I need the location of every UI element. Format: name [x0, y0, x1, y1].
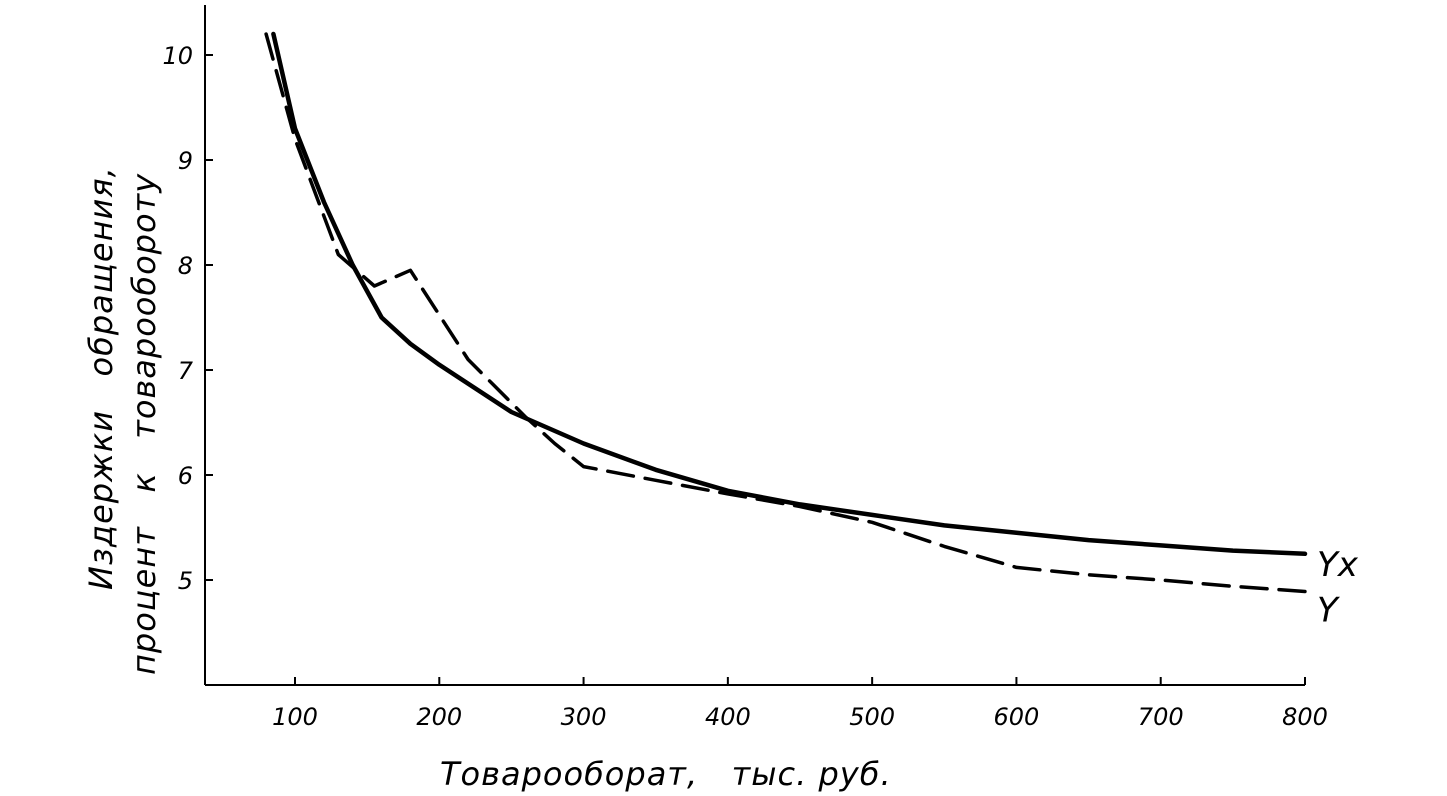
x-tick-label-100: 100 — [272, 703, 318, 731]
series-lines — [264, 31, 1308, 594]
y-tick-label-8: 8 — [178, 252, 193, 280]
tick-marks — [205, 54, 1306, 685]
y-axis-title-line2: процент к товарообороту — [125, 173, 163, 675]
x-tick-label-200: 200 — [416, 703, 462, 731]
x-tick-label-800: 800 — [1282, 703, 1328, 731]
axes — [204, 5, 1305, 686]
series-labels: Yx Y — [1317, 545, 1359, 631]
x-axis-title: Товарооборат, тыс. руб. — [440, 755, 892, 793]
y-tick-label-10: 10 — [162, 42, 193, 70]
series-label-y: Y — [1317, 591, 1340, 631]
x-tick-label-600: 600 — [994, 703, 1040, 731]
x-tick-label-700: 700 — [1138, 703, 1184, 731]
series-label-yx: Yx — [1317, 545, 1359, 585]
x-tick-label-300: 300 — [561, 703, 607, 731]
y-tick-label-7: 7 — [178, 357, 194, 385]
series-line-yx — [271, 31, 1308, 557]
x-tick-label-500: 500 — [849, 703, 895, 731]
y-tick-label-9: 9 — [178, 147, 193, 175]
y-tick-label-5: 5 — [178, 567, 193, 595]
tick-labels: 100 200 300 400 500 600 700 800 5 6 7 8 9 10 — [162, 42, 1327, 731]
y-tick-label-6: 6 — [178, 462, 193, 490]
series-line-y — [264, 32, 1307, 594]
y-axis-title-line1: Издержки обращения, — [82, 166, 120, 590]
x-tick-label-400: 400 — [705, 703, 751, 731]
